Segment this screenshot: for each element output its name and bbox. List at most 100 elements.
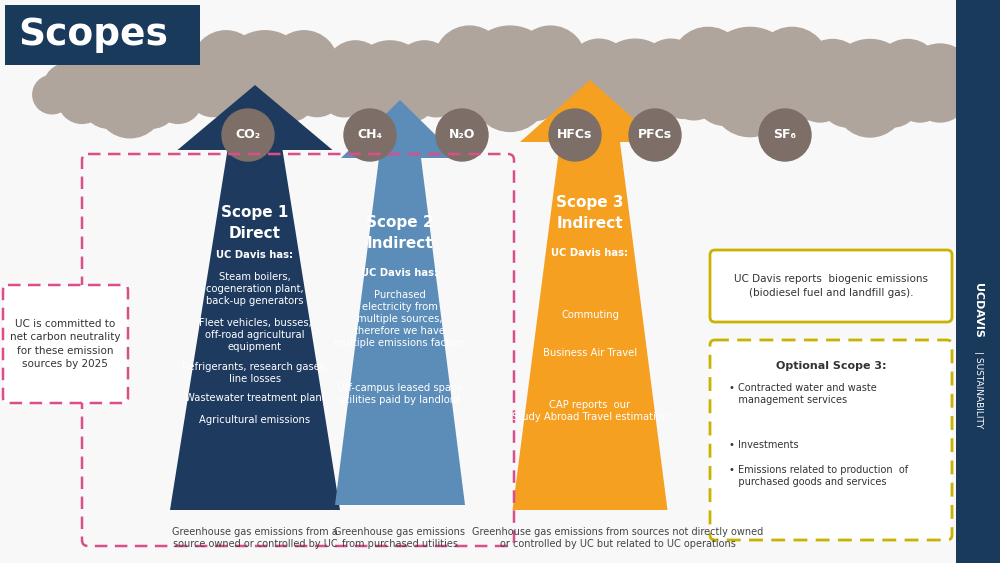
Text: UC Davis has:: UC Davis has:	[551, 248, 629, 258]
Circle shape	[601, 66, 669, 133]
Circle shape	[694, 70, 732, 109]
Circle shape	[673, 59, 721, 106]
Circle shape	[125, 75, 178, 128]
Circle shape	[321, 71, 367, 117]
Circle shape	[395, 41, 454, 101]
Circle shape	[649, 50, 705, 106]
Circle shape	[756, 28, 828, 100]
Text: N₂O: N₂O	[449, 128, 475, 141]
Circle shape	[351, 41, 429, 119]
Circle shape	[931, 72, 971, 112]
Circle shape	[401, 61, 444, 104]
Text: | SUSTAINABILITY: | SUSTAINABILITY	[974, 351, 982, 428]
Circle shape	[192, 31, 260, 99]
Circle shape	[307, 52, 359, 104]
Text: Scope 3
Indirect: Scope 3 Indirect	[556, 195, 624, 231]
Circle shape	[260, 65, 317, 122]
Circle shape	[563, 70, 611, 118]
Circle shape	[587, 70, 640, 123]
Circle shape	[576, 61, 619, 104]
Circle shape	[549, 59, 597, 106]
Circle shape	[553, 48, 607, 102]
Circle shape	[865, 72, 920, 127]
Circle shape	[96, 70, 164, 138]
FancyBboxPatch shape	[5, 5, 200, 65]
Text: Greenhouse gas emissions from a
source owned or controlled by UC: Greenhouse gas emissions from a source o…	[172, 527, 338, 549]
Text: Scopes: Scopes	[18, 17, 168, 53]
Circle shape	[89, 44, 171, 126]
Circle shape	[875, 39, 940, 105]
Circle shape	[780, 60, 830, 109]
Circle shape	[819, 64, 863, 109]
Polygon shape	[341, 100, 459, 158]
Circle shape	[229, 60, 301, 132]
Circle shape	[446, 71, 483, 108]
Circle shape	[358, 66, 422, 131]
Circle shape	[307, 59, 353, 105]
Circle shape	[33, 75, 71, 114]
Text: Scope 2
Indirect: Scope 2 Indirect	[366, 215, 434, 251]
Circle shape	[213, 65, 270, 122]
Text: UCDAVIS: UCDAVIS	[973, 283, 983, 337]
Circle shape	[413, 48, 467, 102]
Circle shape	[538, 70, 576, 109]
Text: Scope 1
Direct: Scope 1 Direct	[221, 205, 289, 241]
Text: HFCs: HFCs	[557, 128, 593, 141]
Circle shape	[189, 75, 227, 114]
Circle shape	[702, 28, 798, 123]
Circle shape	[895, 72, 945, 122]
Text: • Investments: • Investments	[729, 440, 799, 450]
Circle shape	[880, 70, 920, 110]
Circle shape	[936, 70, 980, 114]
Circle shape	[884, 44, 936, 96]
Circle shape	[456, 61, 515, 120]
Text: UC is committed to
net carbon neutrality
for these emission
sources by 2025: UC is committed to net carbon neutrality…	[10, 319, 120, 369]
Text: Purchased
electricity from
multiple sources,
therefore we have
multiple emission: Purchased electricity from multiple sour…	[334, 290, 466, 348]
Circle shape	[795, 72, 845, 122]
Circle shape	[672, 28, 744, 100]
FancyBboxPatch shape	[956, 0, 1000, 563]
Circle shape	[594, 39, 676, 121]
Text: Greenhouse gas emissions
from purchased utilities: Greenhouse gas emissions from purchased …	[334, 527, 466, 549]
Circle shape	[744, 64, 806, 126]
Text: PFCs: PFCs	[638, 128, 672, 141]
Text: • Contracted water and waste
   management services: • Contracted water and waste management …	[729, 383, 877, 405]
Text: UC Davis reports  biogenic emissions
(biodiesel fuel and landfill gas).: UC Davis reports biogenic emissions (bio…	[734, 274, 928, 298]
Text: CH₄: CH₄	[358, 128, 382, 141]
Circle shape	[912, 66, 968, 122]
Circle shape	[171, 52, 223, 104]
Text: Agricultural emissions: Agricultural emissions	[199, 415, 311, 425]
Circle shape	[187, 65, 239, 117]
Circle shape	[160, 65, 201, 106]
Circle shape	[549, 109, 601, 161]
Circle shape	[568, 39, 630, 101]
Circle shape	[989, 70, 1000, 102]
Polygon shape	[520, 80, 660, 142]
Circle shape	[135, 44, 197, 106]
Circle shape	[326, 41, 385, 101]
Circle shape	[515, 26, 586, 96]
Text: Greenhouse gas emissions from sources not directly owned
or controlled by UC but: Greenhouse gas emissions from sources no…	[472, 527, 764, 549]
Polygon shape	[170, 150, 340, 510]
Circle shape	[900, 70, 944, 114]
Text: Wastewater treatment plant: Wastewater treatment plant	[185, 393, 325, 403]
Circle shape	[329, 65, 370, 106]
Text: Optional Scope 3:: Optional Scope 3:	[776, 361, 886, 371]
Circle shape	[629, 109, 681, 161]
Text: CO₂: CO₂	[235, 128, 261, 141]
Circle shape	[385, 71, 436, 122]
Circle shape	[58, 75, 106, 123]
Circle shape	[711, 58, 789, 137]
Text: CAP reports  our
Study Abroad Travel estimation: CAP reports our Study Abroad Travel esti…	[512, 400, 668, 422]
Circle shape	[154, 75, 202, 123]
Circle shape	[769, 72, 809, 112]
Circle shape	[63, 44, 125, 106]
Polygon shape	[512, 142, 668, 510]
Circle shape	[906, 44, 974, 112]
FancyBboxPatch shape	[710, 340, 952, 540]
Text: Business Air Travel: Business Air Travel	[543, 348, 637, 358]
Circle shape	[427, 59, 473, 105]
Circle shape	[859, 70, 891, 102]
Circle shape	[835, 67, 905, 137]
Circle shape	[436, 109, 488, 161]
